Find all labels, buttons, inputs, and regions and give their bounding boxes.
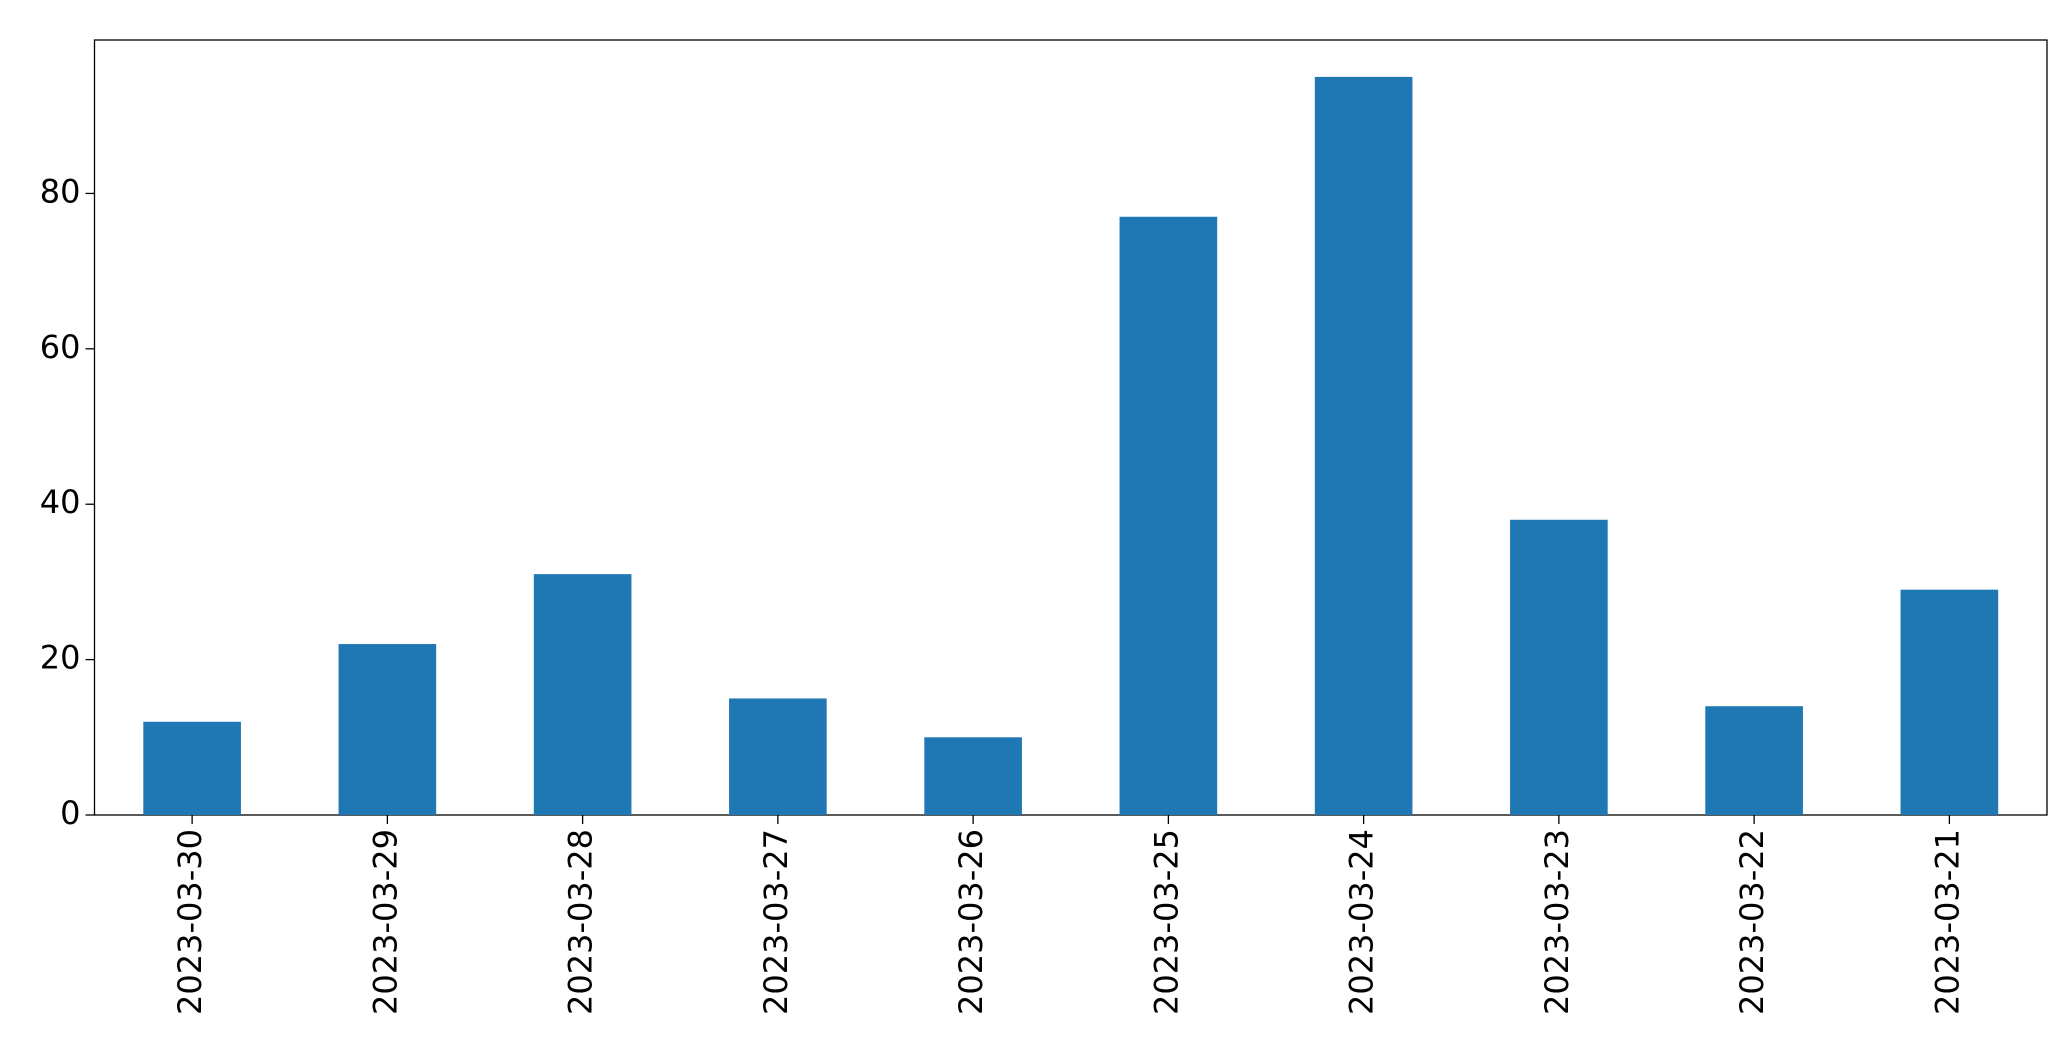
- bar: [1900, 589, 1999, 815]
- bar: [1705, 706, 1803, 815]
- bar: [338, 644, 437, 815]
- y-tick-label: 80: [40, 172, 81, 210]
- x-tick-label: 2023-03-30: [171, 829, 209, 1015]
- bar: [729, 698, 827, 815]
- x-tick-label: 2023-03-22: [1733, 829, 1771, 1015]
- y-tick-label: 0: [60, 794, 80, 832]
- bar: [143, 721, 241, 815]
- x-tick-label: 2023-03-25: [1147, 829, 1185, 1015]
- y-tick-label: 20: [40, 639, 81, 677]
- bar: [924, 737, 1022, 815]
- x-tick-label: 2023-03-23: [1538, 829, 1576, 1015]
- bar: [1314, 76, 1413, 815]
- x-tick-label: 2023-03-21: [1928, 829, 1966, 1015]
- y-tick-label: 40: [40, 483, 81, 521]
- x-tick-label: 2023-03-26: [952, 829, 990, 1015]
- x-tick-label: 2023-03-28: [562, 829, 600, 1015]
- bar: [1119, 216, 1218, 815]
- bar: [533, 574, 632, 815]
- x-tick-label: 2023-03-27: [757, 829, 795, 1015]
- x-tick-label: 2023-03-29: [366, 829, 404, 1015]
- bar: [1510, 519, 1608, 815]
- y-tick-label: 60: [40, 328, 81, 366]
- x-tick-label: 2023-03-24: [1343, 829, 1381, 1015]
- plot-frame: [93, 39, 2048, 816]
